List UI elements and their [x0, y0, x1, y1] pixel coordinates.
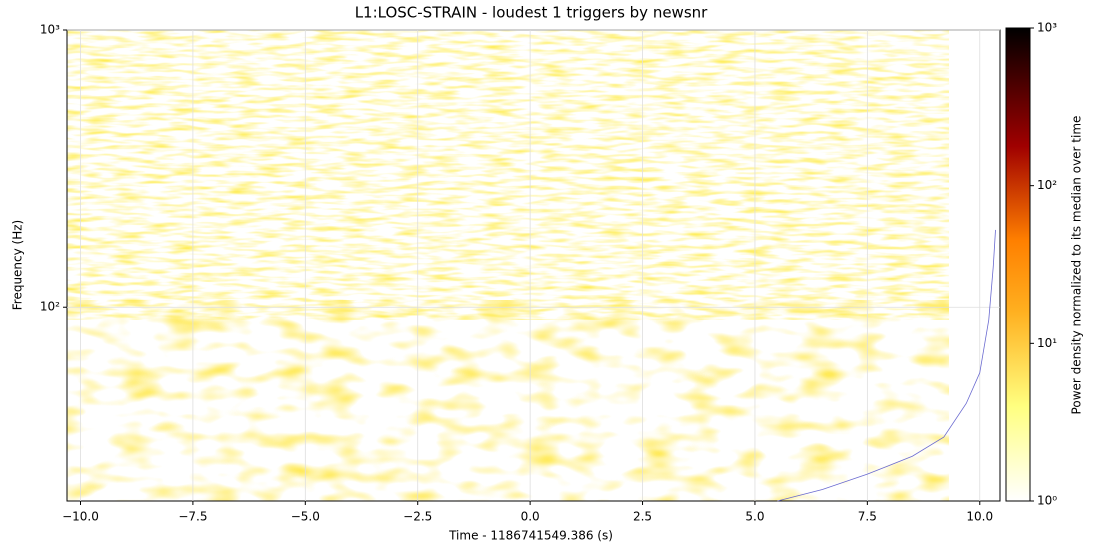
spectrogram-texture [67, 30, 949, 501]
colorbar-tick-label: 10⁰ [1037, 494, 1057, 508]
y-tick-label: 10³ [40, 23, 60, 37]
x-tick-label: −5.0 [291, 510, 320, 524]
x-tick-label: 7.5 [858, 510, 877, 524]
x-tick-label: −7.5 [178, 510, 207, 524]
x-tick-label: 2.5 [633, 510, 652, 524]
trigger-track [777, 229, 996, 502]
y-axis-label: Frequency (Hz) [11, 220, 25, 311]
colorbar-tick-label: 10² [1037, 178, 1057, 192]
x-axis-label: Time - 1186741549.386 (s) [448, 529, 613, 543]
x-tick-label: −10.0 [62, 510, 99, 524]
colorbar-tick-label: 10³ [1037, 21, 1057, 35]
colorbar-tick-label: 10¹ [1037, 336, 1057, 350]
y-tick-label: 10² [40, 300, 60, 314]
x-tick-label: 5.0 [745, 510, 764, 524]
colorbar-label: Power density normalized to its median o… [1070, 116, 1084, 415]
x-tick-label: 10.0 [966, 510, 993, 524]
colorbar [1005, 27, 1031, 502]
chart-title: L1:LOSC-STRAIN - loudest 1 triggers by n… [355, 4, 708, 22]
x-tick-label: 0.0 [521, 510, 540, 524]
x-tick-label: −2.5 [403, 510, 432, 524]
